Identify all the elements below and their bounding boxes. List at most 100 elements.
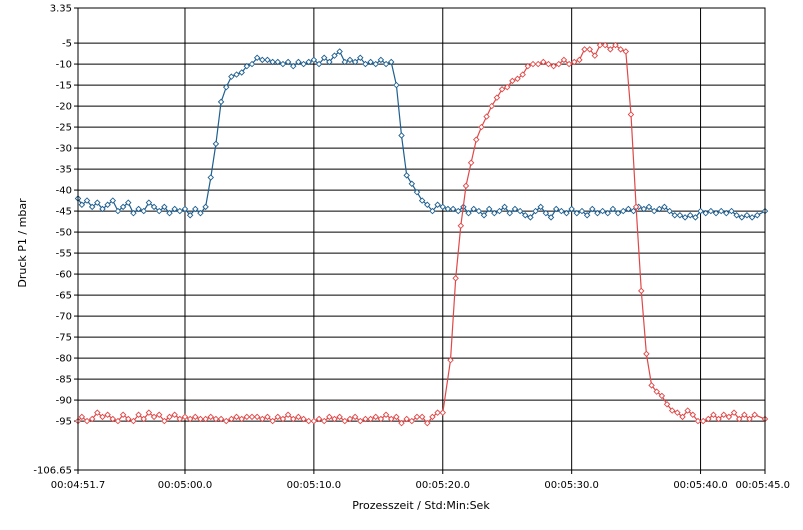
data-point [434, 409, 441, 416]
data-point [648, 382, 655, 389]
data-point [485, 205, 493, 213]
x-tick-label: 00:05:45.0 [736, 480, 790, 491]
data-point [571, 58, 578, 66]
data-point [99, 413, 106, 421]
data-point [393, 413, 400, 421]
data-point [155, 411, 163, 419]
data-point [514, 75, 521, 83]
data-point [351, 413, 359, 421]
y-tick-label: -40 [56, 186, 72, 197]
data-point [161, 417, 168, 425]
data-point [326, 413, 333, 421]
data-point [413, 413, 421, 421]
y-tick-label: -25 [56, 123, 72, 134]
data-point [710, 411, 717, 419]
data-point [279, 60, 287, 68]
data-point [638, 287, 645, 295]
data-point [467, 159, 475, 167]
data-point [171, 205, 178, 213]
data-point [439, 409, 447, 416]
data-point [717, 207, 725, 215]
data-point [155, 207, 163, 215]
data-point [346, 56, 354, 64]
data-point [212, 140, 220, 148]
data-point [573, 209, 581, 217]
data-point [222, 417, 230, 425]
data-point [310, 56, 318, 64]
data-point [233, 413, 240, 421]
y-tick-label: -60 [56, 270, 72, 281]
data-point [202, 415, 209, 423]
data-point [341, 58, 349, 66]
data-point [372, 413, 379, 421]
data-point [217, 98, 225, 106]
data-point [540, 58, 547, 66]
data-point [114, 417, 122, 425]
y-tick-label: -10 [56, 60, 72, 71]
data-point [699, 417, 707, 425]
data-point [300, 415, 307, 423]
data-point [125, 415, 132, 423]
data-point [331, 52, 338, 59]
data-point [589, 205, 596, 213]
data-point [243, 62, 251, 70]
data-point [264, 56, 271, 64]
y-tick-label: -106.65 [33, 466, 72, 477]
y-tick-label: -50 [56, 228, 72, 239]
data-point [591, 52, 599, 59]
data-point [705, 415, 712, 423]
data-point [274, 413, 282, 421]
data-point [630, 207, 637, 215]
data-point [552, 205, 560, 213]
data-point [563, 209, 570, 217]
data-point [171, 411, 178, 419]
data-point [253, 54, 261, 62]
data-point [632, 203, 640, 211]
data-point [488, 102, 495, 110]
data-point [465, 209, 472, 217]
data-point [509, 77, 516, 85]
data-point [506, 209, 514, 217]
data-point [382, 60, 390, 68]
data-point [715, 415, 722, 423]
data-point [382, 411, 390, 419]
data-point [222, 83, 230, 91]
data-point [480, 212, 488, 219]
data-point [109, 415, 117, 423]
data-point [674, 409, 681, 416]
data-point [457, 222, 465, 230]
data-point [197, 415, 204, 423]
data-point [295, 58, 302, 66]
data-point [447, 356, 454, 364]
data-point [594, 209, 601, 217]
data-point [104, 411, 111, 419]
data-point [607, 46, 614, 53]
data-point [212, 415, 220, 423]
data-point [192, 413, 199, 421]
data-point [604, 209, 611, 217]
data-point [336, 48, 343, 55]
data-point [305, 58, 312, 66]
data-point [186, 415, 194, 423]
data-point [418, 413, 426, 421]
data-point [684, 407, 691, 414]
y-tick-label: -70 [56, 312, 72, 323]
data-point [403, 415, 410, 423]
y-tick-label: -95 [56, 417, 72, 428]
data-point [295, 413, 302, 421]
y-tick-label: -55 [56, 249, 72, 260]
data-point [181, 205, 189, 213]
data-point [362, 60, 369, 68]
data-point [656, 205, 663, 213]
data-point [357, 417, 364, 425]
data-point [681, 214, 689, 221]
data-point [612, 41, 619, 49]
data-point [320, 417, 328, 425]
data-point [725, 413, 733, 421]
data-point [393, 81, 400, 89]
data-point [498, 86, 506, 93]
data-point [491, 209, 498, 217]
data-point [519, 71, 526, 78]
y-tick-label: -75 [56, 333, 72, 344]
